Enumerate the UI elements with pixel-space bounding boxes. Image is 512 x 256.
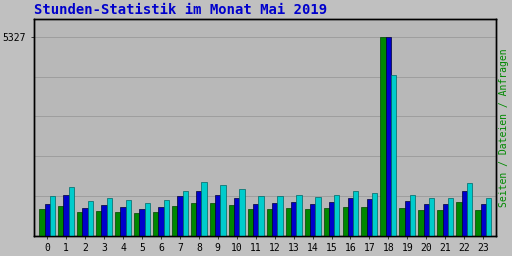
Bar — [410, 195, 415, 236]
Bar — [69, 187, 74, 236]
Bar — [272, 203, 278, 236]
Bar — [372, 193, 377, 236]
Bar — [442, 204, 448, 236]
Bar — [221, 185, 226, 236]
Bar — [353, 191, 358, 236]
Bar — [88, 201, 93, 236]
Bar — [215, 195, 221, 236]
Bar — [63, 195, 69, 236]
Bar — [50, 196, 55, 236]
Bar — [153, 212, 158, 236]
Bar — [259, 196, 264, 236]
Bar — [361, 207, 367, 236]
Bar — [172, 206, 177, 236]
Bar — [120, 207, 125, 236]
Bar — [39, 209, 45, 236]
Bar — [399, 208, 404, 236]
Bar — [191, 203, 196, 236]
Bar — [229, 205, 234, 236]
Bar — [418, 210, 423, 236]
Bar — [348, 198, 353, 236]
Bar — [210, 203, 215, 236]
Bar — [343, 207, 348, 236]
Bar — [144, 203, 150, 236]
Bar — [367, 199, 372, 236]
Bar — [77, 212, 82, 236]
Text: Stunden-Statistik im Monat Mai 2019: Stunden-Statistik im Monat Mai 2019 — [34, 3, 327, 17]
Bar — [58, 206, 63, 236]
Bar — [296, 195, 302, 236]
Bar — [234, 198, 240, 236]
Bar — [291, 202, 296, 236]
Bar — [177, 196, 183, 236]
Bar — [45, 204, 50, 236]
Bar — [163, 200, 169, 236]
Bar — [456, 202, 461, 236]
Bar — [448, 198, 453, 236]
Bar — [380, 37, 386, 236]
Bar — [475, 210, 481, 236]
Bar — [183, 191, 188, 236]
Bar — [329, 202, 334, 236]
Bar — [278, 196, 283, 236]
Bar — [196, 191, 202, 236]
Bar — [158, 207, 163, 236]
Bar — [248, 209, 253, 236]
Bar — [240, 189, 245, 236]
Bar — [101, 205, 106, 236]
Bar — [106, 198, 112, 236]
Bar — [115, 212, 120, 236]
Bar — [134, 213, 139, 236]
Bar — [286, 208, 291, 236]
Bar — [253, 204, 259, 236]
Bar — [386, 37, 391, 236]
Bar — [82, 208, 88, 236]
Bar — [467, 183, 472, 236]
Bar — [461, 191, 467, 236]
Bar — [315, 197, 321, 236]
Bar — [324, 208, 329, 236]
Bar — [96, 211, 101, 236]
Bar — [404, 201, 410, 236]
Bar — [429, 198, 434, 236]
Bar — [481, 204, 486, 236]
Bar — [310, 204, 315, 236]
Bar — [486, 198, 491, 236]
Bar — [334, 195, 339, 236]
Bar — [305, 209, 310, 236]
Bar — [139, 209, 144, 236]
Bar — [391, 75, 396, 236]
Bar — [267, 209, 272, 236]
Bar — [423, 204, 429, 236]
Bar — [202, 182, 207, 236]
Bar — [125, 200, 131, 236]
Bar — [437, 210, 442, 236]
Y-axis label: Seiten / Dateien / Anfragen: Seiten / Dateien / Anfragen — [499, 48, 509, 207]
